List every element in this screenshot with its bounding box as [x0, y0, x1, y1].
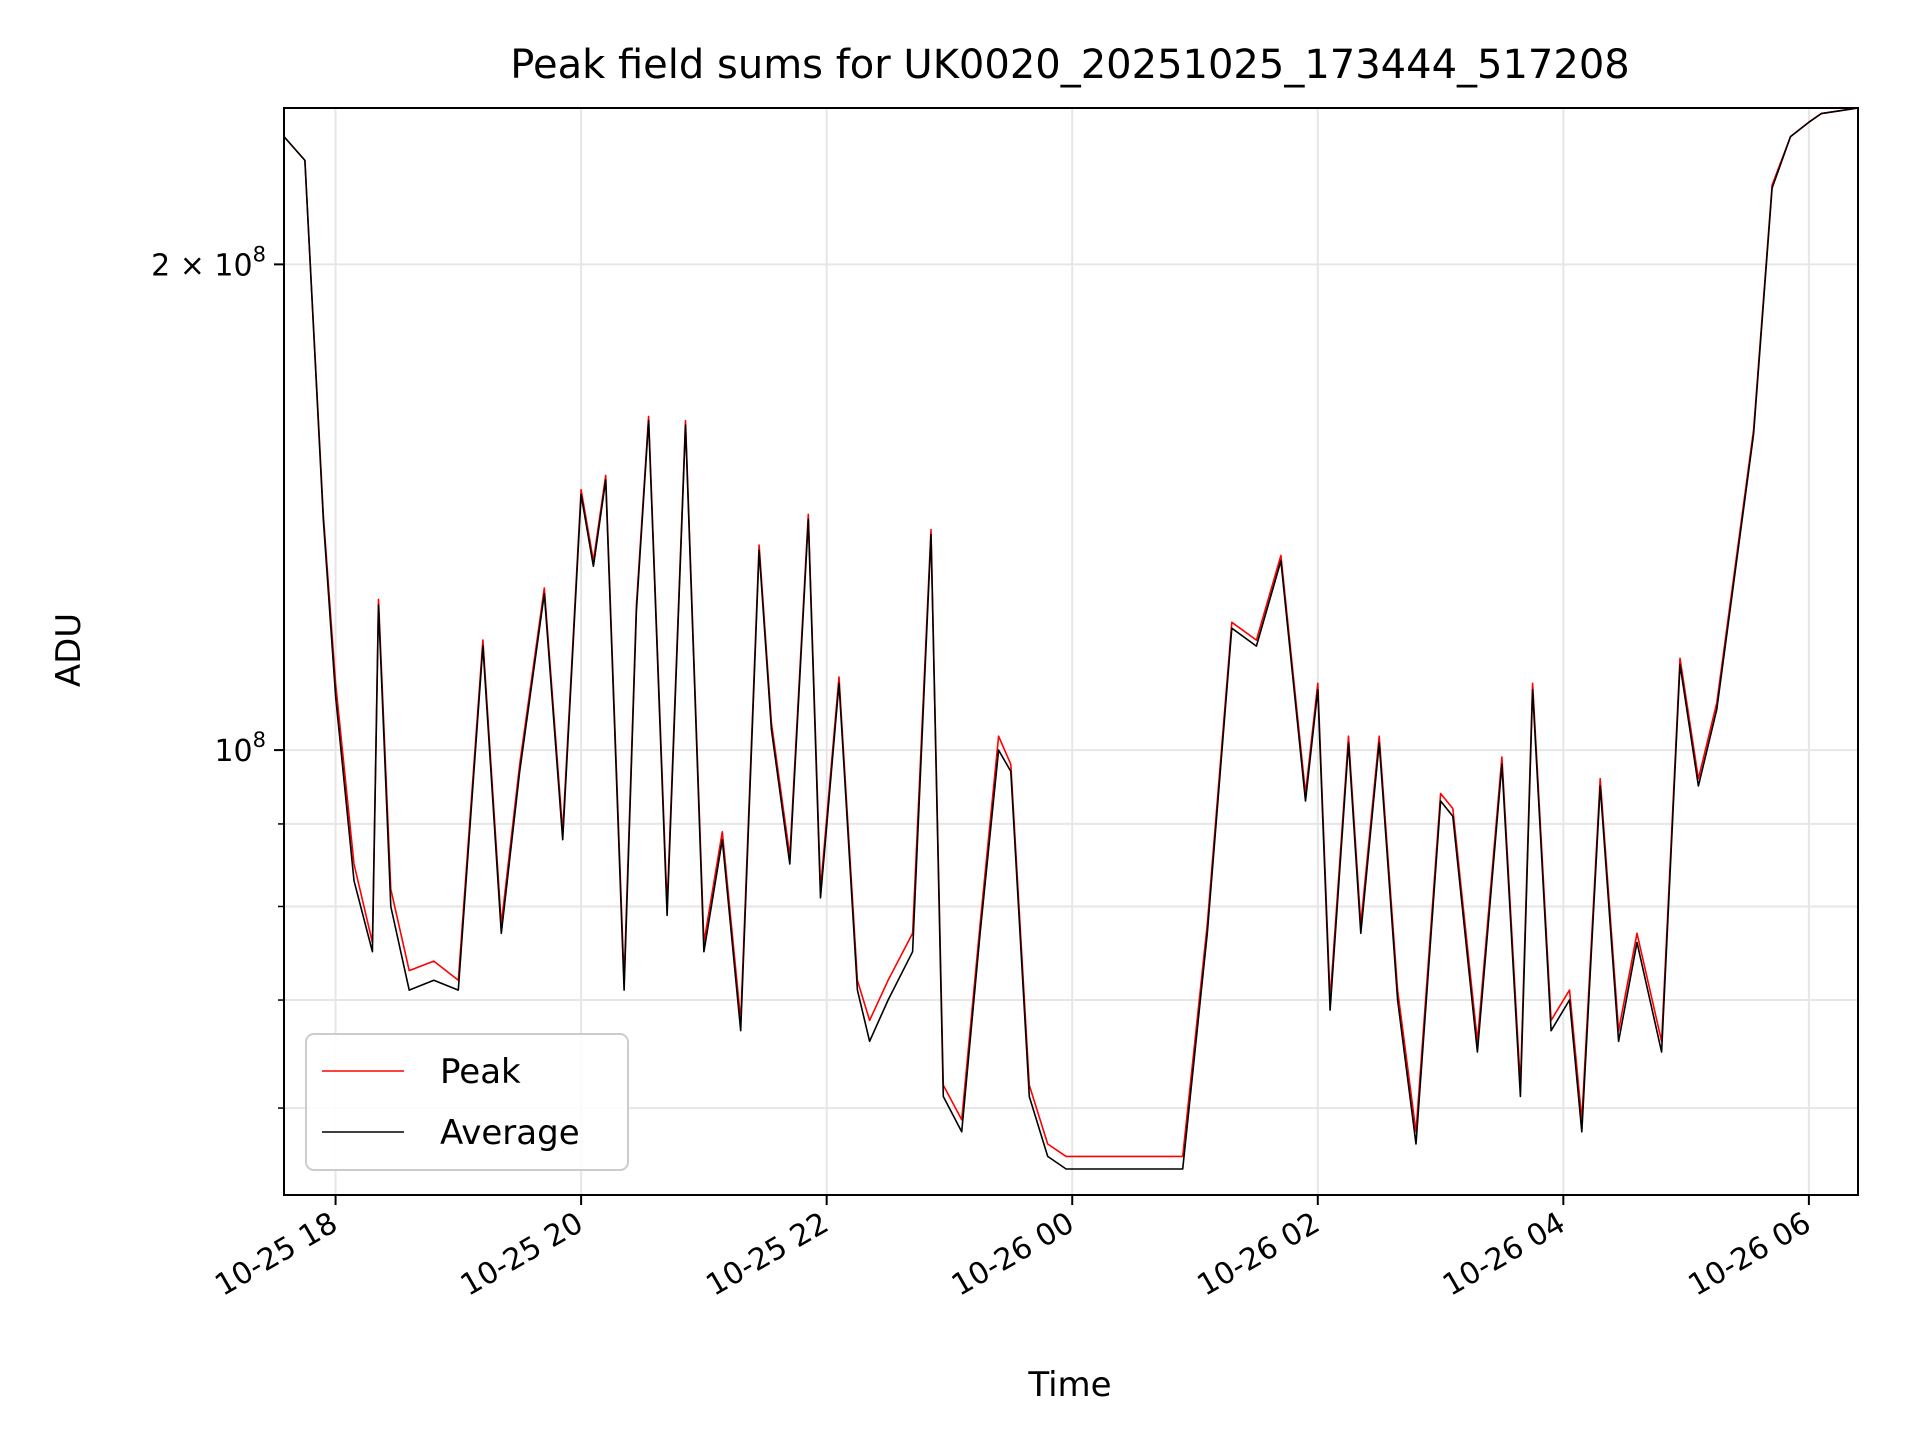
y-axis-label: ADU	[49, 613, 89, 687]
y-tick-label-base: 10	[214, 734, 252, 769]
x-tick-label: 10-26 04	[1437, 1206, 1571, 1304]
chart-title: Peak field sums for UK0020_20251025_1734…	[510, 42, 1629, 88]
x-tick-label: 10-25 22	[700, 1206, 834, 1304]
plot-area-frame	[283, 107, 1859, 1196]
x-tick-label: 10-26 00	[946, 1206, 1080, 1304]
grid	[284, 108, 1858, 1195]
series-line-average	[283, 107, 1859, 1170]
legend-label-average: Average	[440, 1113, 580, 1153]
y-tick-label-exponent: 8	[253, 242, 266, 266]
legend: Peak Average	[305, 1033, 629, 1171]
y-tick-label-base: 2 × 10	[151, 248, 252, 283]
legend-box	[305, 1033, 629, 1171]
y-tick-label-exponent: 8	[253, 728, 266, 752]
y-tick-label: 108	[214, 728, 266, 769]
plot-series	[283, 107, 1859, 1170]
x-axis-label: Time	[1027, 1365, 1111, 1405]
x-tick-label: 10-25 20	[455, 1206, 589, 1304]
x-tick-label: 10-26 06	[1683, 1206, 1817, 1304]
legend-label-peak: Peak	[440, 1052, 521, 1092]
x-tick-label: 10-25 18	[209, 1206, 343, 1304]
x-tick-label: 10-26 02	[1191, 1206, 1325, 1304]
y-tick-label: 2 × 108	[151, 242, 266, 283]
